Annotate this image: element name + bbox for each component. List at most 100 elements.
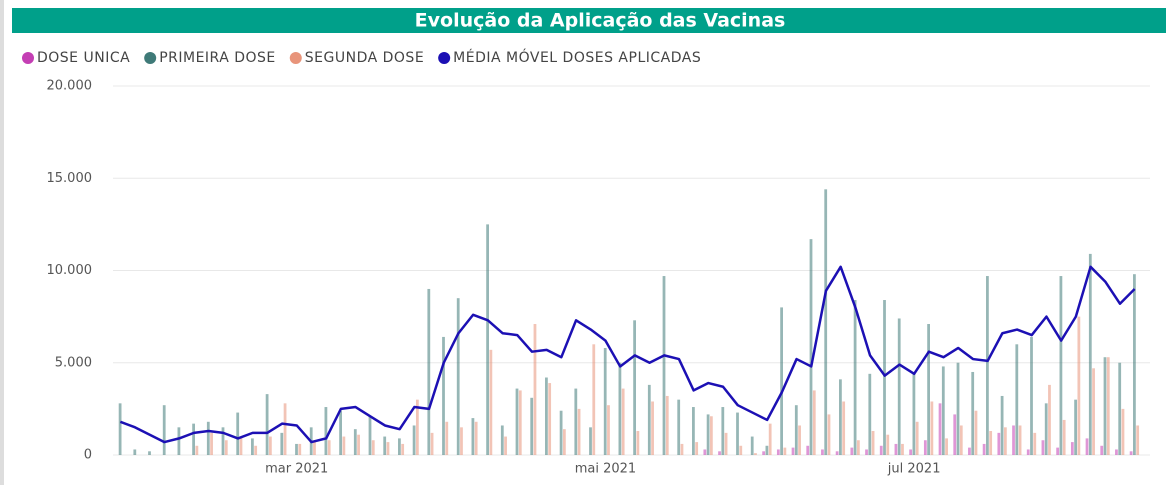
chart-title: Evolução da Aplicação das Vacinas xyxy=(415,10,786,32)
bar xyxy=(692,407,695,455)
bar xyxy=(162,405,166,455)
bar xyxy=(718,451,721,455)
bar xyxy=(148,451,151,455)
bar xyxy=(577,408,581,455)
bar xyxy=(886,434,890,455)
bar xyxy=(1056,447,1060,455)
title-bar xyxy=(12,8,1166,33)
legend-label: MÉDIA MÓVEL DOSES APLICADAS xyxy=(453,48,701,66)
bar xyxy=(871,431,875,455)
bar xyxy=(1136,425,1140,455)
bar xyxy=(780,307,783,455)
legend-label: PRIMEIRA DOSE xyxy=(159,50,276,66)
bar xyxy=(545,377,548,455)
legend-label: SEGUNDA DOSE xyxy=(305,50,424,66)
bar xyxy=(1092,368,1095,455)
bar xyxy=(456,298,460,455)
bar xyxy=(206,421,210,455)
bar xyxy=(776,449,780,455)
bar xyxy=(765,445,769,455)
bar xyxy=(695,442,699,455)
bar xyxy=(412,425,416,455)
bar xyxy=(415,399,419,455)
bar xyxy=(662,276,666,455)
bar xyxy=(210,432,213,455)
bar xyxy=(956,362,960,455)
bar xyxy=(901,443,904,455)
y-tick-label: 5.000 xyxy=(55,355,92,370)
bar xyxy=(383,436,387,455)
legend-label: DOSE UNICA xyxy=(37,50,130,66)
bar xyxy=(592,344,596,455)
bar xyxy=(1133,274,1136,455)
bar xyxy=(897,318,901,455)
bar xyxy=(313,442,316,455)
bar xyxy=(371,440,375,455)
bar xyxy=(721,407,725,455)
bar xyxy=(912,371,916,455)
bar xyxy=(133,449,137,455)
bar xyxy=(339,410,342,455)
bar xyxy=(195,445,199,455)
bar xyxy=(530,397,534,455)
bar xyxy=(856,440,860,455)
left-border xyxy=(0,0,4,485)
bar xyxy=(651,401,654,455)
bar xyxy=(268,436,272,455)
bar xyxy=(636,431,640,455)
bar xyxy=(783,447,787,455)
bar xyxy=(518,390,522,455)
bar xyxy=(504,436,507,455)
bar xyxy=(835,451,839,455)
bar xyxy=(945,438,948,455)
bar xyxy=(812,390,816,455)
bar xyxy=(971,371,975,455)
y-tick-label: 15.000 xyxy=(47,171,93,186)
bar xyxy=(427,288,431,455)
bar xyxy=(460,427,463,455)
bar xyxy=(607,405,610,455)
bar xyxy=(283,403,287,455)
bar xyxy=(927,324,930,455)
bar xyxy=(442,336,445,455)
bar xyxy=(280,432,284,455)
y-tick-label: 0 xyxy=(84,448,92,463)
legend-marker xyxy=(289,52,302,64)
bar xyxy=(445,421,449,455)
bar xyxy=(915,421,919,455)
bar xyxy=(324,407,328,455)
x-tick-label: jul 2021 xyxy=(887,462,941,477)
bar xyxy=(821,449,824,455)
legend-marker xyxy=(22,52,34,64)
bar xyxy=(239,436,243,455)
legend-marker xyxy=(144,52,157,64)
bar xyxy=(665,395,669,455)
bar xyxy=(806,445,810,455)
bar xyxy=(736,412,739,455)
bar xyxy=(559,410,563,455)
bar xyxy=(1030,336,1033,455)
moving-average-line xyxy=(119,265,1136,444)
bar xyxy=(474,421,478,455)
bar xyxy=(353,429,357,455)
bar xyxy=(1033,432,1037,455)
bar xyxy=(1048,384,1051,455)
bar xyxy=(989,431,993,455)
bar xyxy=(824,189,828,455)
bar xyxy=(254,445,258,455)
bar xyxy=(386,442,390,455)
bar xyxy=(868,373,872,455)
bar xyxy=(894,443,898,455)
bar xyxy=(968,447,971,455)
bar xyxy=(295,443,298,455)
bar xyxy=(754,453,757,455)
bar xyxy=(1003,427,1007,455)
bar xyxy=(647,384,651,455)
bar xyxy=(118,403,122,455)
bar xyxy=(500,425,504,455)
bar xyxy=(224,440,228,455)
bar xyxy=(959,425,963,455)
bar xyxy=(1012,425,1015,455)
bar xyxy=(486,224,489,455)
